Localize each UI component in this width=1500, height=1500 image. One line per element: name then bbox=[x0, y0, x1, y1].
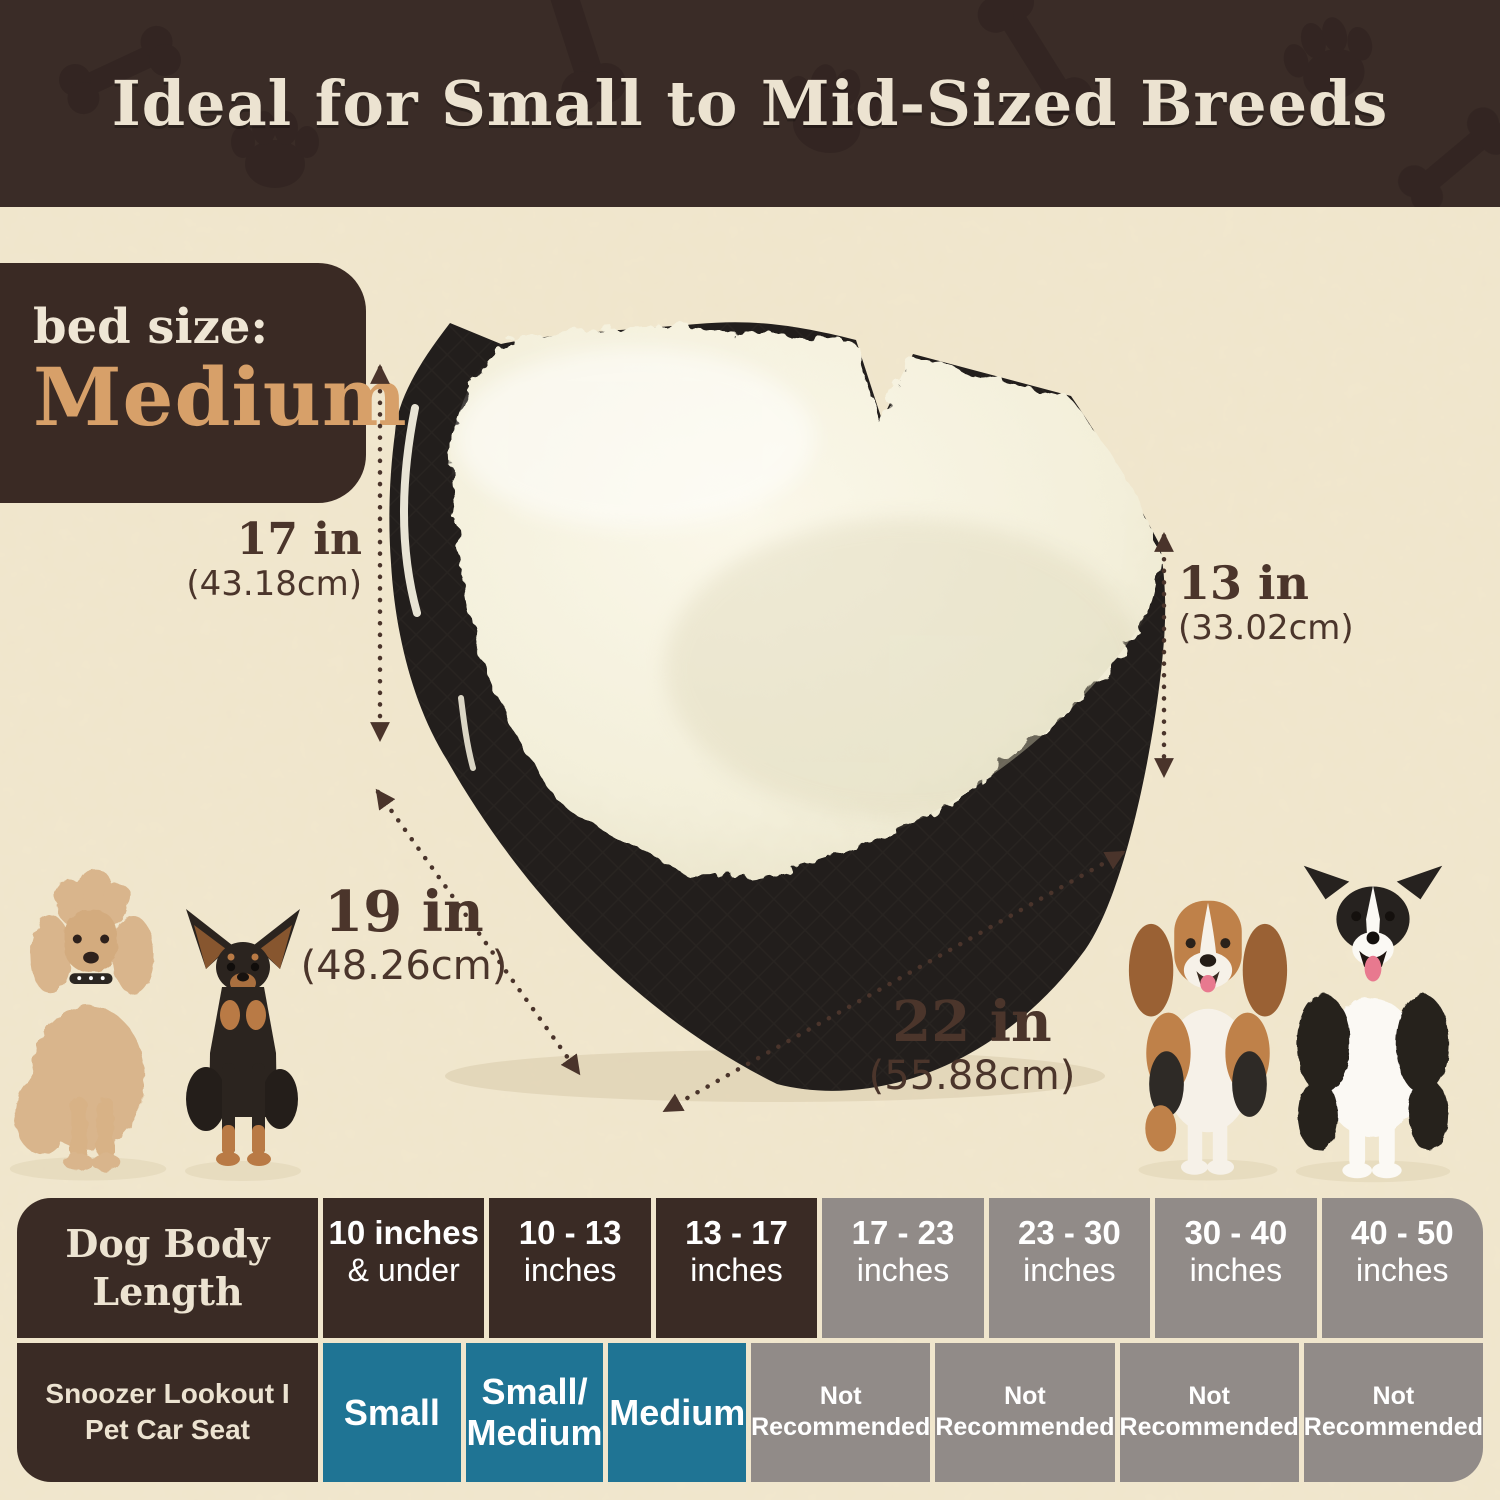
dimension-metric: (33.02cm) bbox=[1178, 608, 1354, 648]
size-comparison-table: Dog Body Length 10 inches & under 10 - 1… bbox=[17, 1198, 1483, 1482]
header-col-40-50: 40 - 50 inches bbox=[1321, 1198, 1483, 1338]
dimension-height-right: 13 in (33.02cm) bbox=[1178, 560, 1368, 649]
dimension-width: 22 in (55.88cm) bbox=[858, 994, 1086, 1100]
fit-cell-not-recommended-1: Not Recommended bbox=[751, 1342, 931, 1482]
fit-cell-medium: Medium bbox=[608, 1342, 747, 1482]
fit-line2: Medium bbox=[466, 1412, 603, 1454]
fit-line1: Not bbox=[1372, 1382, 1415, 1410]
product-label-line1: Snoozer Lookout I bbox=[45, 1377, 290, 1409]
fit-line1: Not bbox=[1004, 1382, 1046, 1410]
dimension-metric: (43.18cm) bbox=[186, 564, 362, 604]
fit-cell-not-recommended-2: Not Recommended bbox=[935, 1342, 1115, 1482]
range-line2: inches bbox=[1189, 1252, 1283, 1289]
header-col-23-30: 23 - 30 inches bbox=[988, 1198, 1151, 1338]
range-line2: & under bbox=[347, 1252, 460, 1289]
fit-line2: Recommended bbox=[935, 1413, 1115, 1442]
dimension-depth: 19 in (48.26cm) bbox=[294, 884, 514, 990]
header-col-30-40: 30 - 40 inches bbox=[1155, 1198, 1317, 1338]
header-label-line2: Length bbox=[92, 1268, 243, 1314]
header-col-13-17: 13 - 17 inches bbox=[655, 1198, 818, 1338]
fit-line2: Recommended bbox=[1119, 1413, 1299, 1442]
range-line1: 40 - 50 bbox=[1350, 1213, 1454, 1251]
fit-line1: Small bbox=[343, 1391, 440, 1433]
poodle-photo bbox=[9, 869, 167, 1181]
bed-size-value: Medium bbox=[33, 350, 408, 444]
dimension-height-left: 17 in (43.18cm) bbox=[142, 518, 362, 605]
fit-line1: Medium bbox=[609, 1391, 746, 1433]
header-col-17-23: 17 - 23 inches bbox=[822, 1198, 984, 1338]
range-line2: inches bbox=[856, 1252, 950, 1289]
fit-cell-not-recommended-4: Not Recommended bbox=[1303, 1342, 1483, 1482]
fit-cell-small: Small bbox=[323, 1342, 461, 1482]
header-col-10-under: 10 inches & under bbox=[323, 1198, 485, 1338]
top-banner: Ideal for Small to Mid-Sized Breeds bbox=[0, 0, 1500, 207]
range-line1: 10 inches bbox=[328, 1213, 479, 1251]
miniature-pinscher-photo bbox=[185, 909, 301, 1181]
range-line2: inches bbox=[523, 1252, 617, 1289]
fit-cell-not-recommended-3: Not Recommended bbox=[1119, 1342, 1299, 1482]
table-header-row: Dog Body Length 10 inches & under 10 - 1… bbox=[17, 1198, 1483, 1338]
fit-cell-small-medium: Small/ Medium bbox=[465, 1342, 604, 1482]
table-header-dog-body-length: Dog Body Length bbox=[17, 1198, 318, 1338]
bed-size-label: bed size: bbox=[33, 299, 269, 355]
dimension-metric: (55.88cm) bbox=[868, 1053, 1076, 1099]
dimension-value: 17 in bbox=[236, 514, 362, 565]
range-line2: inches bbox=[1023, 1252, 1116, 1289]
fit-line1: Not bbox=[1188, 1382, 1230, 1410]
dimension-metric: (48.26cm) bbox=[300, 943, 508, 989]
dimension-value: 22 in bbox=[892, 989, 1052, 1055]
header-col-10-13: 10 - 13 inches bbox=[489, 1198, 651, 1338]
range-line2: inches bbox=[690, 1252, 783, 1289]
fit-line2: Recommended bbox=[1303, 1413, 1483, 1442]
table-fit-row: Snoozer Lookout I Pet Car Seat Small Sma… bbox=[17, 1342, 1483, 1482]
range-line1: 23 - 30 bbox=[1018, 1213, 1121, 1251]
header-label-line1: Dog Body bbox=[65, 1221, 270, 1267]
beagle-photo bbox=[1128, 900, 1288, 1181]
range-line1: 10 - 13 bbox=[518, 1213, 622, 1251]
table-row-product-name: Snoozer Lookout I Pet Car Seat bbox=[17, 1342, 318, 1482]
dimension-value: 13 in bbox=[1178, 556, 1309, 610]
product-label-line2: Pet Car Seat bbox=[85, 1414, 250, 1446]
page-title: Ideal for Small to Mid-Sized Breeds bbox=[111, 67, 1389, 140]
range-line2: inches bbox=[1355, 1252, 1449, 1289]
fit-line1: Small/ bbox=[481, 1370, 588, 1412]
dimension-value: 19 in bbox=[324, 879, 484, 945]
range-line1: 13 - 17 bbox=[685, 1213, 788, 1251]
range-line1: 17 - 23 bbox=[851, 1213, 955, 1251]
bed-size-badge: bed size: Medium bbox=[0, 263, 408, 503]
border-collie-photo bbox=[1295, 865, 1451, 1183]
fit-line2: Recommended bbox=[751, 1413, 931, 1442]
fit-line1: Not bbox=[819, 1382, 862, 1410]
range-line1: 30 - 40 bbox=[1184, 1213, 1288, 1251]
